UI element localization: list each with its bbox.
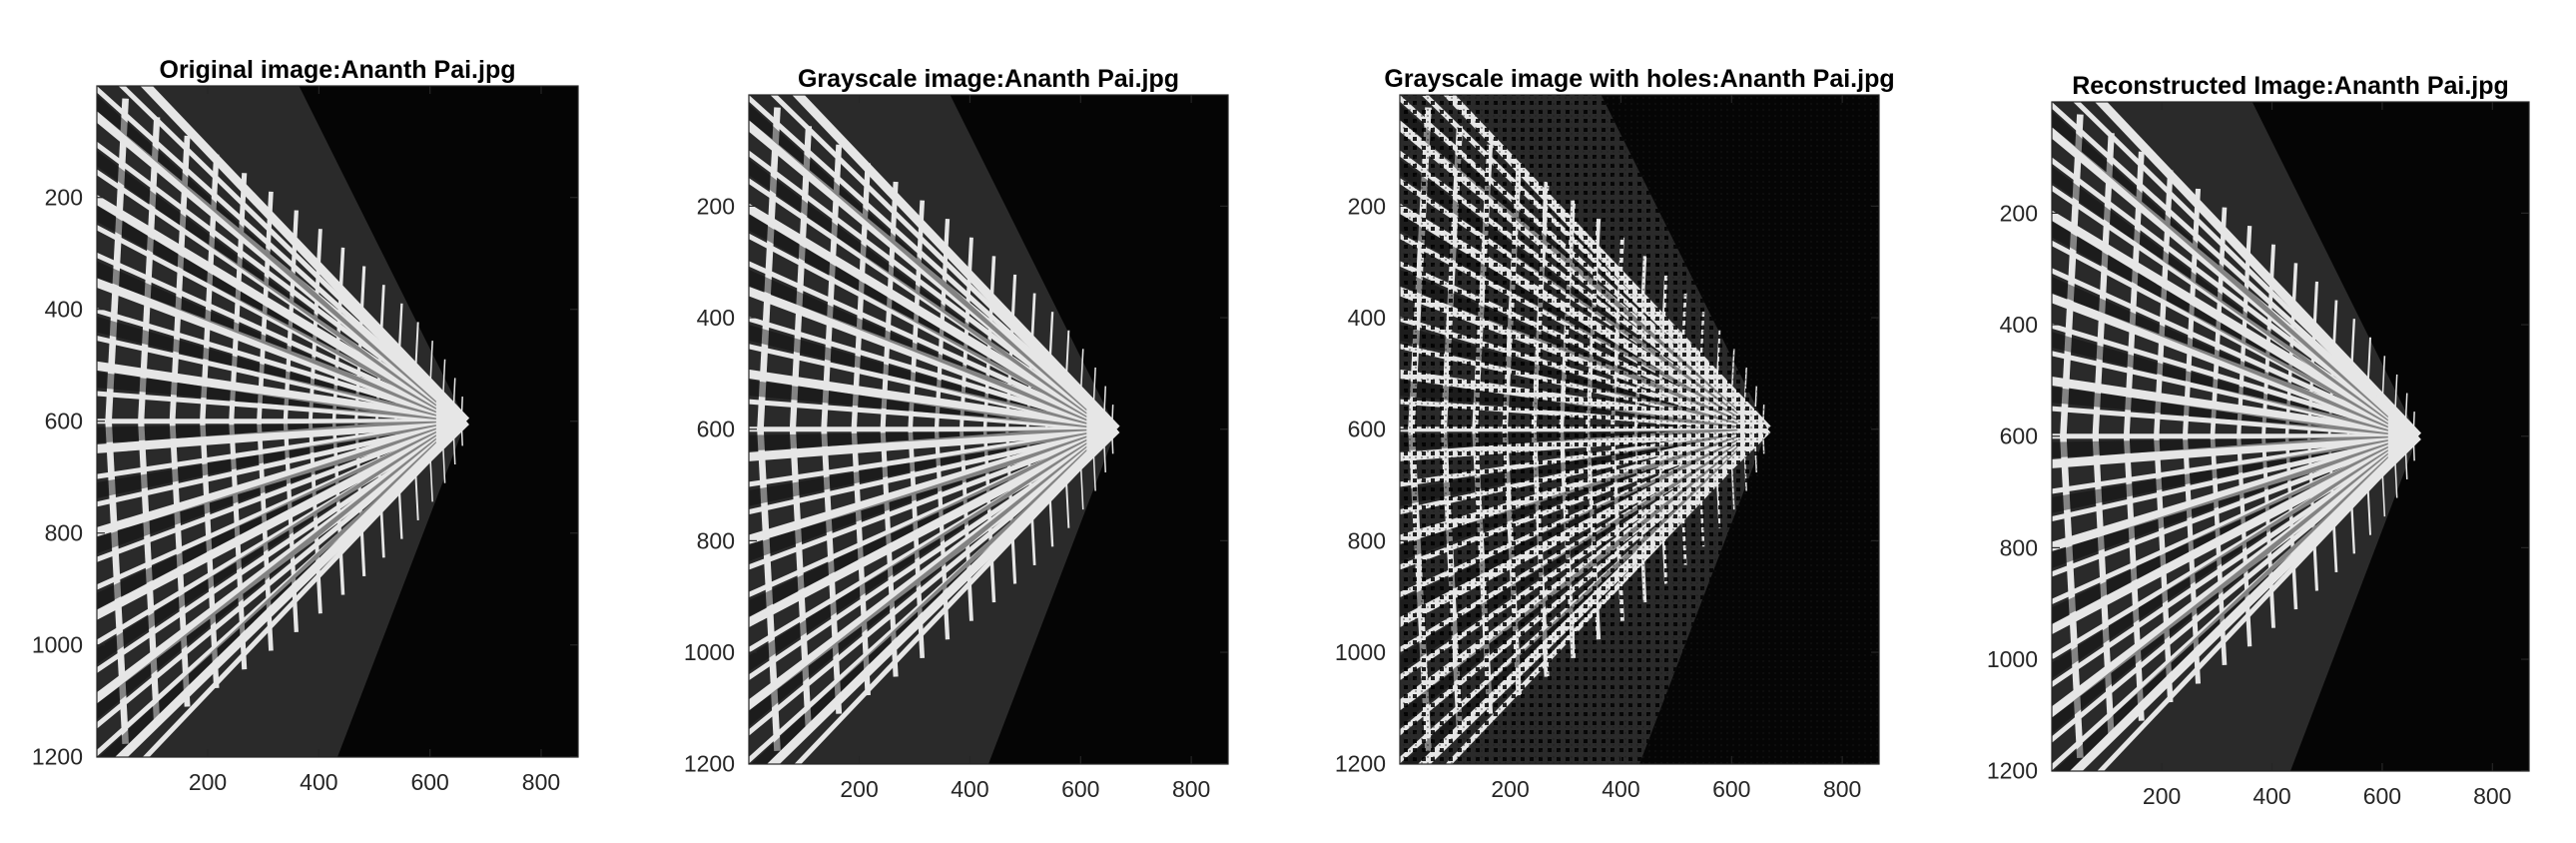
x-tick-label: 800 — [2473, 783, 2511, 809]
x-tick-label: 400 — [951, 776, 988, 802]
y-tick-label: 400 — [1348, 305, 1386, 331]
y-tick-label: 400 — [45, 297, 83, 323]
facade-mullion — [2413, 436, 2414, 461]
facade-mullion — [1112, 405, 1113, 429]
y-tick-label: 1200 — [1335, 751, 1386, 777]
x-tick-label: 200 — [2143, 783, 2181, 809]
y-tick-label: 1200 — [1987, 758, 2038, 784]
facade-mullion — [461, 397, 462, 422]
x-tick-label: 200 — [1491, 776, 1529, 802]
panel-reconstructed: Reconstructed Image:Ananth Pai.jpg 200 40… — [1987, 46, 2529, 827]
image-content — [75, 30, 578, 813]
facade-mullion — [1112, 429, 1113, 454]
facade-mullion — [75, 80, 93, 422]
x-tick-label: 200 — [840, 776, 878, 802]
facade-mullion — [727, 429, 745, 770]
y-tick-label: 600 — [697, 417, 735, 442]
facade-mullion — [727, 89, 745, 429]
panel-original: Original image:Ananth Pai.jpg 200 400 600 8… — [32, 30, 578, 813]
image-content — [727, 39, 1228, 820]
x-tick-label: 600 — [1061, 776, 1099, 802]
y-tick-label: 600 — [1348, 417, 1386, 442]
facade-mullion — [2030, 436, 2048, 777]
panel-title: Original image:Ananth Pai.jpg — [160, 56, 516, 84]
holes-overlay-fine — [1400, 95, 1879, 764]
panel-grayscale: Grayscale image:Ananth Pai.jpg 200 400 600… — [684, 39, 1228, 820]
y-tick-label: 800 — [697, 527, 735, 553]
y-tick-label: 800 — [1348, 527, 1386, 553]
y-tick-label: 200 — [2000, 200, 2038, 226]
x-tick-label: 800 — [522, 769, 560, 795]
y-tick-label: 200 — [1348, 193, 1386, 219]
image-content — [1378, 39, 1879, 820]
panel-title: Grayscale image with holes:Ananth Pai.jp… — [1384, 65, 1894, 93]
y-tick-label: 200 — [45, 185, 83, 211]
x-tick-label: 800 — [1172, 776, 1210, 802]
facade-mullion — [461, 422, 462, 446]
y-tick-label: 400 — [2000, 312, 2038, 338]
y-tick-label: 400 — [697, 305, 735, 331]
y-tick-label: 1000 — [32, 632, 83, 658]
x-tick-label: 600 — [410, 769, 448, 795]
x-tick-label: 400 — [300, 769, 337, 795]
y-tick-label: 800 — [45, 520, 83, 546]
y-tick-label: 1200 — [684, 751, 735, 777]
y-tick-label: 1000 — [684, 639, 735, 665]
y-tick-label: 800 — [2000, 534, 2038, 560]
x-tick-label: 800 — [1823, 776, 1861, 802]
y-tick-label: 600 — [2000, 423, 2038, 449]
facade-mullion — [75, 422, 93, 763]
y-tick-label: 1200 — [32, 744, 83, 770]
facade-mullion — [2030, 96, 2048, 436]
facade-mullion — [2413, 412, 2414, 436]
y-tick-label: 600 — [45, 409, 83, 434]
panel-title: Reconstructed Image:Ananth Pai.jpg — [2072, 72, 2509, 100]
facade-mullion — [1378, 89, 1396, 429]
panel-grayscale-with-holes: Grayscale image with holes:Ananth Pai.jp… — [1335, 39, 1895, 820]
panel-title: Grayscale image:Ananth Pai.jpg — [798, 65, 1179, 93]
x-tick-label: 600 — [1712, 776, 1750, 802]
image-content — [2030, 46, 2529, 827]
y-tick-label: 200 — [697, 193, 735, 219]
facade-mullion — [1378, 429, 1396, 770]
y-tick-label: 1000 — [1987, 646, 2038, 672]
y-tick-label: 1000 — [1335, 639, 1386, 665]
x-tick-label: 400 — [1602, 776, 1639, 802]
x-tick-label: 600 — [2363, 783, 2401, 809]
x-tick-label: 400 — [2253, 783, 2290, 809]
x-tick-label: 200 — [189, 769, 227, 795]
